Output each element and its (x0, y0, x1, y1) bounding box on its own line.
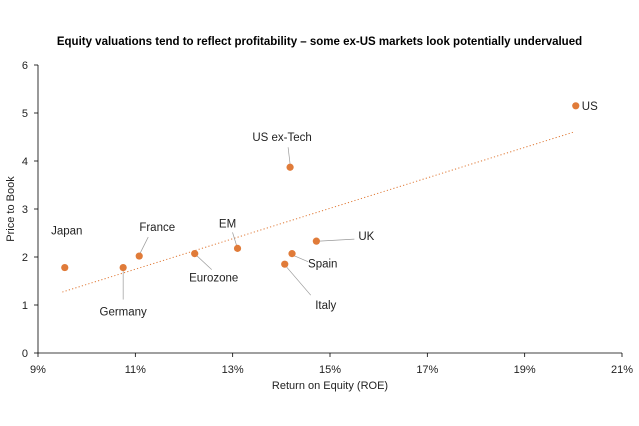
trendline (62, 131, 574, 293)
y-tick-label: 1 (22, 300, 28, 312)
x-tick-label: 9% (30, 364, 46, 376)
data-point-us (572, 102, 580, 110)
data-point-em (233, 244, 242, 252)
leader-line (286, 266, 312, 296)
data-point-spain (288, 250, 296, 258)
leader-line (196, 255, 212, 270)
axes-group: 0 1 2 3 4 5 6 9% 11% 13% 15% 17% 19% 21% (22, 60, 633, 376)
data-point-germany (119, 263, 127, 272)
leader-line (319, 238, 355, 242)
chart-title: Equity valuations tend to reflect profit… (56, 36, 583, 48)
data-label-italy: Italy (315, 300, 336, 312)
x-tick-label: 11% (125, 364, 146, 376)
y-tick-label: 6 (22, 60, 28, 72)
data-label-spain: Spain (308, 259, 337, 271)
data-label-uk: UK (358, 231, 374, 243)
y-axis-title: Price to Book (5, 176, 17, 242)
leader-lines-group (122, 147, 355, 300)
data-label-germany: Germany (100, 307, 148, 319)
x-tick-label: 15% (319, 364, 341, 376)
data-point-italy (281, 260, 289, 268)
y-tick-label: 4 (22, 156, 28, 168)
data-label-us: US (582, 101, 598, 113)
data-labels-group: US US ex-Tech UK EM Spain Eurozone France Italy… (51, 101, 598, 319)
y-tick-label: 2 (22, 252, 28, 264)
data-point-japan (61, 263, 69, 272)
data-points-group (61, 102, 580, 272)
data-point-france (135, 252, 143, 260)
x-tick-label: 13% (222, 364, 244, 376)
data-label-em: EM (219, 218, 236, 230)
data-point-uk (312, 237, 320, 245)
data-label-eurozone: Eurozone (189, 273, 238, 285)
leader-line (287, 147, 291, 165)
leader-line (293, 255, 309, 262)
data-label-japan: Japan (51, 226, 82, 238)
data-label-us-ex-tech: US ex-Tech (252, 132, 311, 144)
x-tick-label: 17% (416, 364, 438, 376)
data-point-eurozone (191, 250, 199, 258)
y-tick-label: 5 (22, 108, 28, 120)
y-tick-label: 0 (22, 348, 28, 360)
x-tick-label: 21% (611, 364, 633, 376)
x-tick-label: 19% (514, 364, 536, 376)
data-label-france: France (139, 222, 175, 234)
data-point-us-ex-tech (286, 163, 294, 171)
y-tick-label: 3 (22, 204, 28, 216)
x-axis-title: Return on Equity (ROE) (272, 380, 388, 392)
leader-line (139, 236, 149, 254)
trendline-group (62, 131, 574, 293)
leader-line (232, 232, 237, 246)
